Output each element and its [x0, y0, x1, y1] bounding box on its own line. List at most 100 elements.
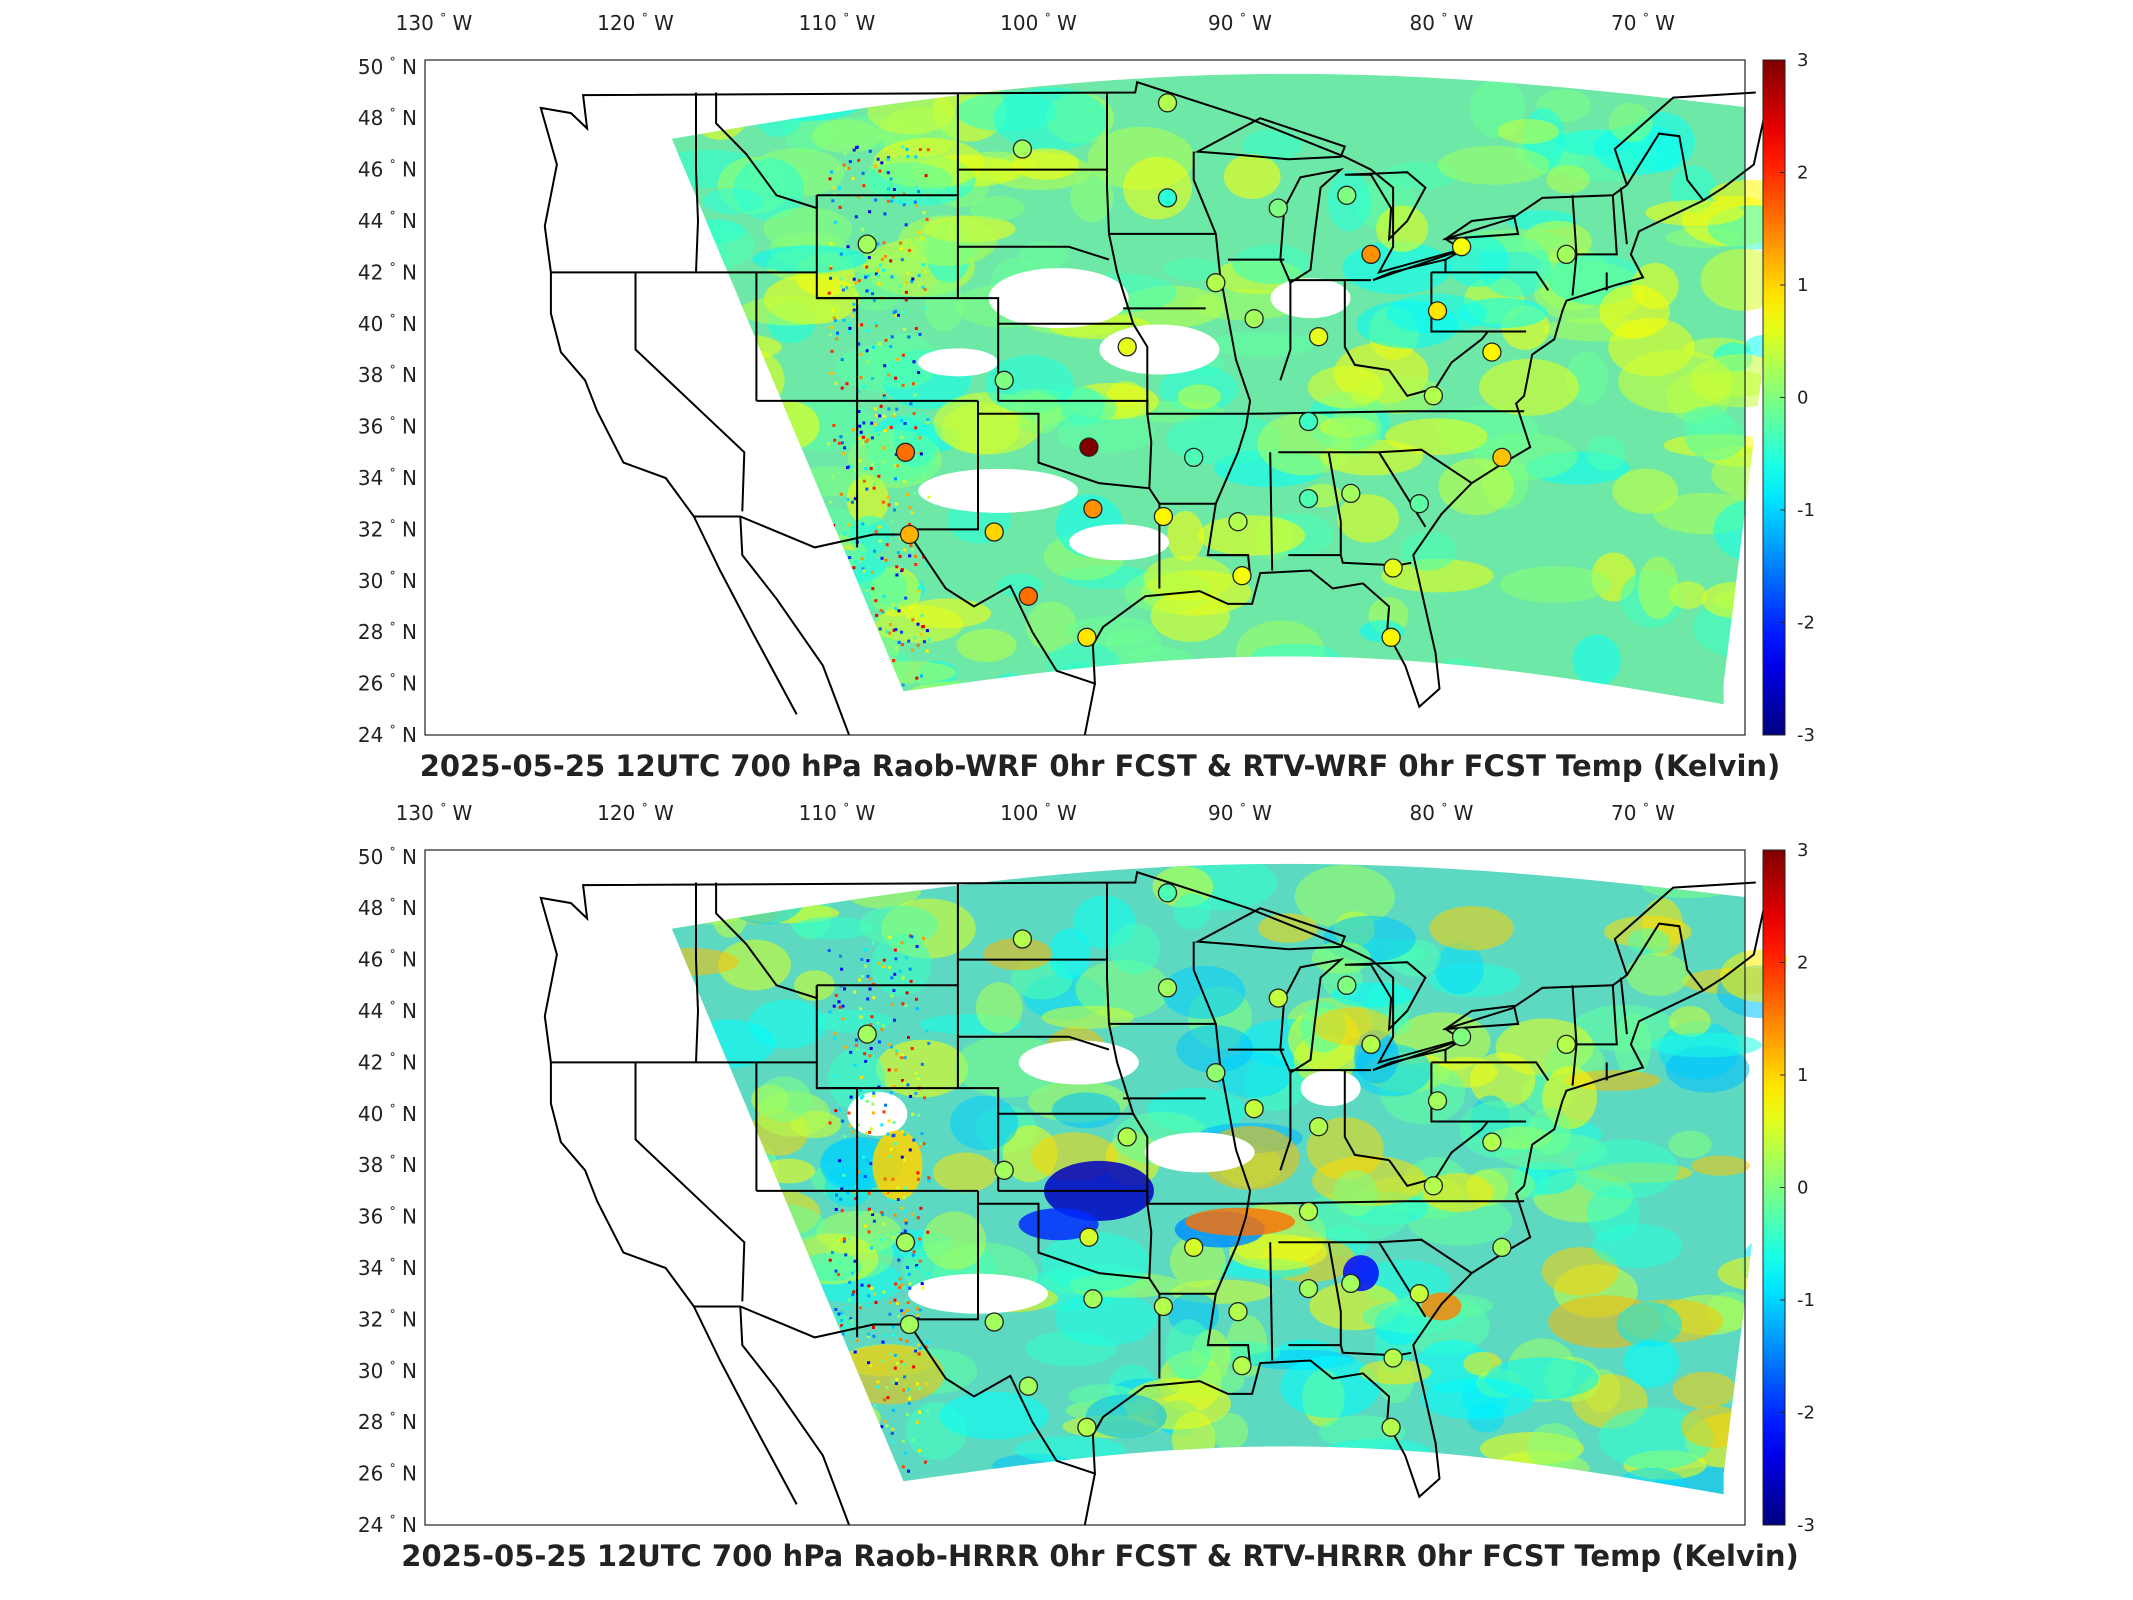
great-lake-outline: [1194, 117, 1347, 161]
raob-station-marker: [1157, 978, 1178, 998]
panel-title: 2025-05-25 12UTC 700 hPa Raob-HRRR 0hr F…: [401, 1539, 1798, 1573]
latitude-tick-label: 44 ° N: [358, 999, 417, 1023]
latitude-tick-label: 42 ° N: [358, 1050, 417, 1074]
latitude-tick-label: 46 ° N: [358, 158, 417, 182]
raob-station-marker: [1153, 506, 1174, 527]
raob-station-marker: [1012, 139, 1033, 159]
colorbar-tick-label: 0: [1797, 1178, 1808, 1199]
great-lake-outline: [1279, 167, 1345, 285]
raob-station-marker: [994, 370, 1014, 390]
state-boundary: [634, 1062, 746, 1302]
raob-station-marker: [1077, 627, 1097, 647]
colorbar-tick-label: -3: [1797, 725, 1815, 746]
raob-station-marker: [1077, 1417, 1097, 1437]
raob-station-marker: [1244, 1099, 1264, 1119]
raob-station-marker: [1308, 1117, 1329, 1137]
border-line: [1702, 907, 1765, 992]
latitude-tick-label: 30 ° N: [358, 1359, 417, 1383]
raob-station-marker: [1012, 929, 1033, 949]
great-lake-outline: [1344, 171, 1427, 242]
latitude-tick-label: 40 ° N: [358, 312, 417, 336]
colorbar-tick-label: 2: [1797, 953, 1808, 974]
raob-station-marker: [1492, 1237, 1512, 1258]
raob-station-marker: [1268, 988, 1288, 1008]
raob-station-marker: [899, 524, 920, 545]
longitude-tick-label: 80 ° W: [1410, 11, 1474, 35]
state-boundary: [1430, 1062, 1527, 1123]
raob-station-marker: [1244, 309, 1264, 329]
map-figure-bottom: 130 ° W 120 ° W 110 ° W 100 ° W 90 ° W 80 ° W…: [358, 801, 1815, 1573]
colorbar-tick-label: -1: [1797, 1290, 1815, 1311]
border-line: [739, 516, 851, 736]
latitude-tick-label: 42 ° N: [358, 260, 417, 284]
raob-station-marker: [1117, 337, 1137, 357]
latitude-tick-label: 36 ° N: [358, 1205, 417, 1229]
great-lake-outline: [1441, 1004, 1520, 1031]
state-boundary: [1619, 977, 1628, 1035]
map-boundaries: [539, 80, 1765, 736]
raob-station-marker: [1423, 1176, 1444, 1196]
colorbar-tick-label: 3: [1797, 50, 1808, 71]
raob-stations: [857, 883, 1577, 1437]
raob-station-marker: [1409, 1284, 1429, 1304]
raob-station-marker: [1157, 93, 1178, 113]
raob-station-marker: [1451, 1027, 1472, 1047]
raob-station-marker: [1206, 273, 1226, 293]
raob-station-marker: [1117, 1127, 1137, 1147]
latitude-tick-label: 32 ° N: [358, 517, 417, 541]
raob-station-marker: [1298, 488, 1319, 509]
longitude-tick-label: 120 ° W: [597, 11, 674, 35]
state-boundary: [1339, 554, 1412, 567]
raob-station-marker: [1018, 586, 1039, 606]
raob-station-marker: [1268, 198, 1288, 218]
border-line: [1702, 117, 1765, 202]
raob-station-marker: [1383, 558, 1403, 578]
state-boundary: [715, 92, 818, 210]
colorbar-tick-label: 2: [1797, 163, 1808, 184]
latitude-tick-label: 26 ° N: [358, 672, 417, 696]
latitude-tick-label: 50 ° N: [358, 55, 417, 79]
raob-station-marker: [1341, 1273, 1361, 1294]
panel-title: 2025-05-25 12UTC 700 hPa Raob-WRF 0hr FC…: [420, 749, 1781, 783]
state-boundary: [1343, 280, 1390, 372]
raob-station-marker: [895, 1232, 916, 1252]
raob-station-marker: [895, 442, 916, 462]
raob-station-marker: [984, 522, 1004, 542]
raob-station-marker: [1157, 883, 1178, 903]
great-lake-outline: [1344, 961, 1427, 1032]
border-line: [693, 1306, 798, 1505]
latitude-tick-label: 38 ° N: [358, 363, 417, 387]
state-boundary: [1445, 271, 1550, 291]
colorbar-tick-label: 3: [1797, 840, 1808, 861]
raob-station-marker: [857, 1024, 877, 1044]
state-boundary: [1250, 410, 1525, 415]
state-boundary: [1576, 985, 1618, 1046]
raob-station-marker: [899, 1314, 920, 1335]
raob-station-marker: [1206, 1063, 1226, 1083]
state-boundary: [1250, 1200, 1525, 1205]
state-boundary: [1106, 92, 1153, 489]
colorbar-tick-label: 0: [1797, 388, 1808, 409]
longitude-tick-label: 110 ° W: [799, 11, 876, 35]
border-line: [693, 516, 798, 715]
colorbar-tick-label: -2: [1797, 1403, 1815, 1424]
raob-station-marker: [1232, 1356, 1252, 1376]
raob-station-marker: [1381, 627, 1401, 647]
raob-station-marker: [1153, 1296, 1174, 1317]
latitude-tick-label: 24 ° N: [358, 723, 417, 747]
latitude-tick-label: 46 ° N: [358, 948, 417, 972]
latitude-tick-label: 30 ° N: [358, 569, 417, 593]
latitude-tick-label: 24 ° N: [358, 1513, 417, 1537]
longitude-tick-label: 100 ° W: [1000, 801, 1077, 825]
map-panel-top: 130 ° W 120 ° W 110 ° W 100 ° W 90 ° W 80 ° W…: [358, 11, 1815, 783]
state-boundary: [905, 400, 979, 531]
raob-stations: [857, 93, 1577, 647]
border-line: [1083, 683, 1096, 736]
map-boundaries: [539, 870, 1765, 1526]
latitude-tick-label: 38 ° N: [358, 1153, 417, 1177]
raob-station-marker: [1381, 1417, 1401, 1437]
raob-station-marker: [1184, 1237, 1204, 1258]
raob-station-marker: [1383, 1348, 1403, 1368]
raob-station-marker: [1427, 1091, 1448, 1111]
state-boundary: [1279, 1070, 1292, 1171]
